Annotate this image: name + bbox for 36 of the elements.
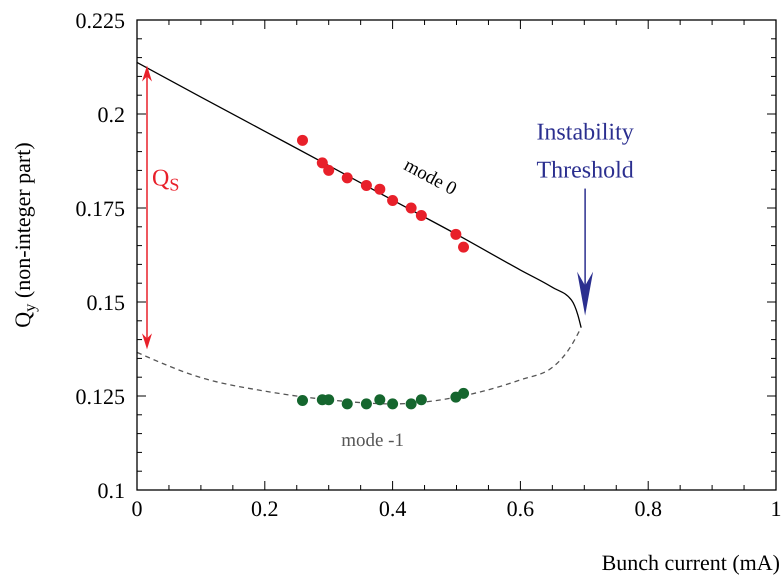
point bbox=[458, 388, 470, 399]
series-label: mode -1 bbox=[341, 430, 404, 451]
point bbox=[406, 398, 417, 410]
point bbox=[416, 210, 427, 222]
point bbox=[458, 242, 470, 253]
annotation: Q$_{S}$ bbox=[152, 165, 180, 195]
x-tick-label: 0.4 bbox=[378, 496, 406, 521]
point bbox=[406, 202, 417, 214]
x-tick-label: 0.8 bbox=[634, 496, 662, 521]
text: mode 0 bbox=[400, 154, 460, 200]
point bbox=[342, 172, 353, 184]
y-tick-label: 0.225 bbox=[76, 8, 125, 33]
y-tick-label: 0.15 bbox=[86, 290, 125, 315]
y-tick-label: 0.175 bbox=[76, 196, 125, 221]
y-tick-label: 0.2 bbox=[98, 102, 125, 127]
point bbox=[450, 228, 462, 240]
annotation: Instability Threshold bbox=[536, 120, 634, 184]
point bbox=[360, 398, 372, 410]
x-tick-label: 0 bbox=[132, 496, 142, 521]
point bbox=[387, 398, 398, 410]
point bbox=[416, 394, 427, 406]
point bbox=[387, 194, 398, 206]
point bbox=[323, 164, 334, 176]
point bbox=[374, 184, 386, 195]
x-axis-title: Bunch current (mA) bbox=[602, 550, 780, 575]
point bbox=[316, 157, 328, 168]
point bbox=[374, 394, 386, 406]
x-tick-label: 1 bbox=[770, 496, 781, 521]
point bbox=[297, 395, 308, 406]
y-tick-label: 0.125 bbox=[76, 384, 125, 409]
point bbox=[297, 134, 308, 146]
point bbox=[342, 398, 353, 410]
x-tick-label: 0.2 bbox=[251, 496, 279, 521]
point bbox=[360, 180, 372, 191]
x-tick-label: 0.6 bbox=[506, 496, 534, 521]
y-tick-label: 0.1 bbox=[98, 478, 125, 503]
